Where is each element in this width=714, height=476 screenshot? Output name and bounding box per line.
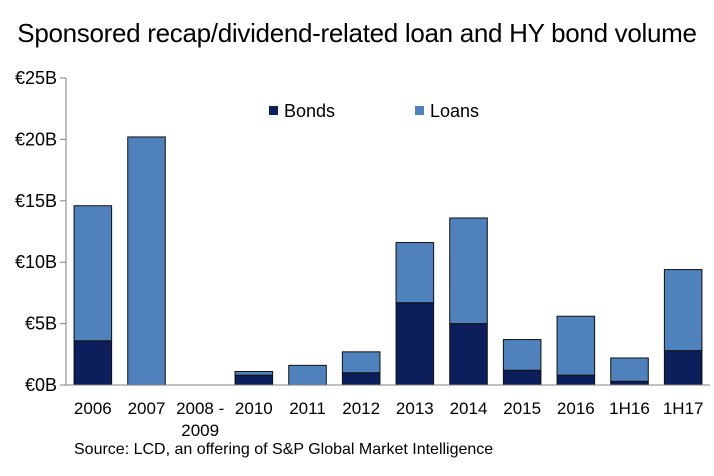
source-note: Source: LCD, an offering of S&P Global M… <box>74 441 494 458</box>
bar-bonds-5 <box>341 372 381 386</box>
axes-layer: €0B €5B €10B €15B €20B €25B 2006 2007 2008 -2009… <box>15 68 710 440</box>
bar-loans-11 <box>663 269 703 352</box>
x-tick-label: 2010 <box>235 399 273 418</box>
bar-loans-9 <box>556 315 596 376</box>
bar-bonds-6 <box>395 302 435 386</box>
chart-title: Sponsored recap/dividend-related loan an… <box>17 18 697 48</box>
bars-layer <box>73 136 703 386</box>
y-tick-label: €10B <box>15 252 57 272</box>
bar-loans-4 <box>288 364 327 386</box>
legend-swatch-bonds <box>269 106 278 115</box>
bar-bonds-8 <box>502 369 542 386</box>
bar-loans-1 <box>127 136 166 386</box>
x-tick-label: 2013 <box>396 399 434 418</box>
y-tick-label: €15B <box>15 191 57 211</box>
x-tick-label: 2006 <box>74 399 112 418</box>
legend-label-bonds: Bonds <box>284 101 335 121</box>
y-tick-label: €25B <box>15 68 57 88</box>
bar-bonds-9 <box>556 374 596 386</box>
x-tick-label: 2011 <box>289 399 326 418</box>
y-tick-label: €0B <box>25 375 57 395</box>
bar-bonds-11 <box>663 350 703 386</box>
legend-swatch-loans <box>415 106 424 115</box>
x-tick-label: 2016 <box>557 399 595 418</box>
bar-bonds-7 <box>449 323 488 386</box>
y-tick-label: €20B <box>15 129 57 149</box>
x-tick-label: 1H17 <box>663 399 704 418</box>
bar-loans-3 <box>234 370 274 376</box>
bar-loans-0 <box>73 205 113 342</box>
x-tick-label: 2014 <box>450 399 488 418</box>
y-tick-label: €5B <box>25 314 57 334</box>
x-tick-label: 1H16 <box>609 399 650 418</box>
bar-loans-8 <box>502 339 542 371</box>
bar-loans-6 <box>395 242 435 304</box>
bar-bonds-0 <box>73 340 113 386</box>
legend: Bonds Loans <box>269 101 479 121</box>
x-tick-label: 2012 <box>342 399 380 418</box>
bar-bonds-3 <box>234 374 274 386</box>
x-tick-label: 2008 -2009 <box>176 399 224 440</box>
bar-bonds-10 <box>610 380 649 386</box>
legend-label-loans: Loans <box>430 101 479 121</box>
x-tick-label: 2015 <box>503 399 541 418</box>
x-tick-label: 2007 <box>128 399 166 418</box>
bar-loans-10 <box>610 357 649 382</box>
bar-loans-5 <box>341 351 381 374</box>
bar-loans-7 <box>449 217 488 325</box>
